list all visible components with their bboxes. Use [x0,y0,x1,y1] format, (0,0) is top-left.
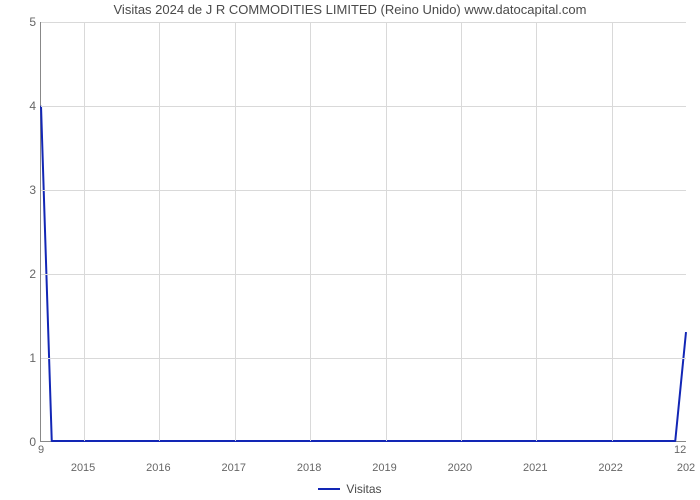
x-tick-label: 202 [677,462,695,474]
gridline-v [461,22,462,441]
x-endpoint-left: 9 [38,444,44,456]
x-tick-label: 2016 [146,462,170,474]
gridline-v [536,22,537,441]
chart-title: Visitas 2024 de J R COMMODITIES LIMITED … [0,2,700,17]
line-series-layer [41,22,686,441]
x-endpoint-right: 12 [674,444,686,456]
x-tick-label: 2021 [523,462,547,474]
gridline-v [310,22,311,441]
chart-container: Visitas 2024 de J R COMMODITIES LIMITED … [0,0,700,500]
x-tick-label: 2017 [222,462,246,474]
y-tick-label: 0 [6,435,36,449]
x-tick-label: 2020 [448,462,472,474]
y-tick-label: 1 [6,351,36,365]
gridline-h [41,358,686,359]
y-tick-label: 2 [6,267,36,281]
x-tick-label: 2015 [71,462,95,474]
y-tick-label: 4 [6,99,36,113]
gridline-v [84,22,85,441]
gridline-h [41,190,686,191]
gridline-v [612,22,613,441]
gridline-h [41,274,686,275]
legend-swatch [318,488,340,490]
gridline-v [235,22,236,441]
y-tick-label: 5 [6,15,36,29]
y-tick-label: 3 [6,183,36,197]
plot-area [40,22,686,442]
x-tick-label: 2018 [297,462,321,474]
gridline-h [41,106,686,107]
gridline-v [159,22,160,441]
legend: Visitas [0,481,700,496]
gridline-h [41,22,686,23]
gridline-v [386,22,387,441]
x-tick-label: 2022 [598,462,622,474]
x-tick-label: 2019 [372,462,396,474]
legend-label: Visitas [346,482,381,496]
